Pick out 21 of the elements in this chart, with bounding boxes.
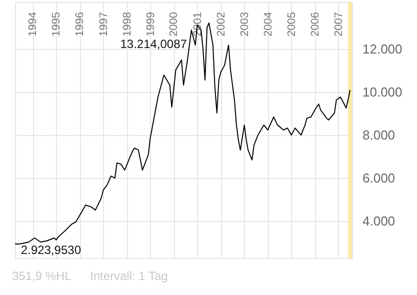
x-tick-label: 2003 [238,12,251,36]
x-tick-label: 1994 [27,12,40,36]
y-tick-label: 8.000 [362,128,396,143]
x-tick-label: 1995 [50,12,63,36]
x-tick-label: 1996 [74,12,86,36]
x-tick-label: 1997 [98,12,110,36]
annotation: 2.923,9530 [20,243,82,258]
annotation: 13.214,0087 [120,36,188,51]
x-tick-label: 1998 [121,12,134,36]
x-tick-label: 2004 [262,12,274,36]
y-tick-label: 12.000 [362,42,402,57]
y-tick-label: 4.000 [362,214,396,229]
x-tick-label: 2002 [215,12,228,36]
x-tick-label: 2006 [309,12,322,36]
x-tick-label: 2001 [192,12,204,36]
x-tick-label: 1999 [144,12,157,36]
x-tick-label: 2000 [168,12,180,36]
x-tick-label: 2007 [332,12,345,36]
x-tick-label: 2005 [286,12,298,36]
y-tick-label: 10.000 [362,84,402,100]
y-tick-label: 6.000 [362,170,396,186]
